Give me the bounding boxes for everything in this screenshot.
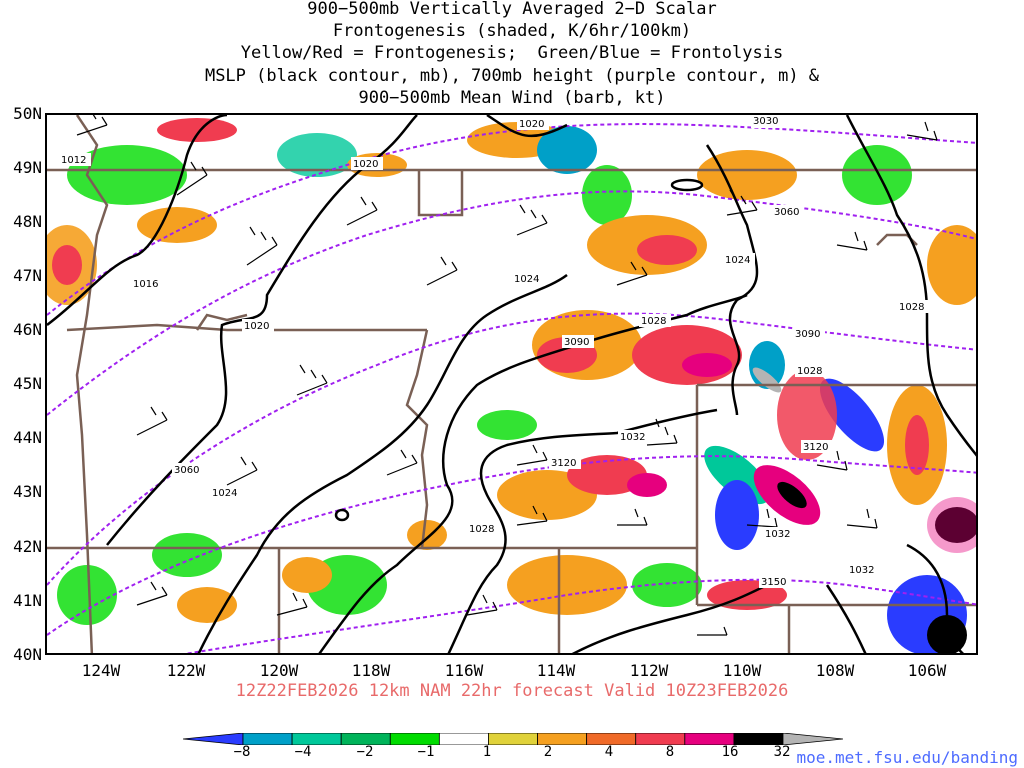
mslp-label: 1020 <box>244 321 269 332</box>
height-label: 3090 <box>795 329 820 340</box>
mslp-label: 1012 <box>61 155 86 166</box>
height-label: 3090 <box>564 337 589 348</box>
mslp-label: 1020 <box>353 159 378 170</box>
lon-label-118w: 118W <box>351 661 391 680</box>
height-label: 3060 <box>774 207 799 218</box>
lat-label-49n: 49N <box>13 158 42 177</box>
frontogenesis-map: 1012 1016 1020 1020 1020 1024 1024 1024 … <box>45 113 978 655</box>
lat-label-47n: 47N <box>13 266 42 285</box>
colorbar-segment <box>782 733 843 745</box>
lon-label-106w: 106W <box>907 661 947 680</box>
colorbar-label: 32 <box>773 744 791 760</box>
frontogenesis-shading <box>47 118 976 653</box>
title-line-1: 900−500mb Vertically Averaged 2−D Scalar <box>307 0 717 19</box>
colorbar-label: 4 <box>604 744 614 760</box>
lat-label-50n: 50N <box>13 104 42 123</box>
title-line-5: 900−500mb Mean Wind (barb, kt) <box>358 88 666 108</box>
colorbar-label: 16 <box>721 744 739 760</box>
mslp-label: 1028 <box>641 316 666 327</box>
mslp-label: 1028 <box>899 302 924 313</box>
mslp-label: 1032 <box>849 565 874 576</box>
credit-text: moe.met.fsu.edu/banding <box>796 748 1018 767</box>
lat-label-45n: 45N <box>13 374 42 393</box>
lon-label-116w: 116W <box>444 661 484 680</box>
height-label: 3030 <box>753 116 778 127</box>
mslp-label: 1016 <box>133 279 158 290</box>
lat-label-44n: 44N <box>13 428 42 447</box>
lon-label-110w: 110W <box>722 661 762 680</box>
lat-label-40n: 40N <box>13 645 42 664</box>
lon-label-122w: 122W <box>166 661 206 680</box>
mslp-label: 1028 <box>469 524 494 535</box>
lat-label-43n: 43N <box>13 482 42 501</box>
contour-labels: 1012 1016 1020 1020 1020 1024 1024 1024 … <box>59 115 929 588</box>
mslp-label: 1028 <box>797 366 822 377</box>
lon-label-112w: 112W <box>629 661 669 680</box>
lat-label-46n: 46N <box>13 320 42 339</box>
wind-barbs <box>76 115 938 636</box>
mslp-label: 1032 <box>620 432 645 443</box>
lon-label-124w: 124W <box>81 661 121 680</box>
colorbar-label: 8 <box>665 744 675 760</box>
colorbar-label: 2 <box>543 744 553 760</box>
lat-label-48n: 48N <box>13 212 42 231</box>
mslp-label: 1024 <box>212 488 237 499</box>
lon-label-120w: 120W <box>259 661 299 680</box>
mslp-label: 1024 <box>514 274 539 285</box>
mslp-label: 1024 <box>725 255 750 266</box>
lon-label-108w: 108W <box>815 661 855 680</box>
height-label: 3150 <box>761 577 786 588</box>
mslp-label: 1032 <box>765 529 790 540</box>
title-line-2: Frontogenesis (shaded, K/6hr/100km) <box>332 21 692 41</box>
colorbar <box>183 733 843 745</box>
colorbar-label: −1 <box>417 744 435 760</box>
title-line-3: Yellow/Red = Frontogenesis; Green/Blue =… <box>240 43 784 63</box>
height-label: 3060 <box>174 465 199 476</box>
title-line-4: MSLP (black contour, mb), 700mb height (… <box>204 66 820 86</box>
forecast-valid-text: 12Z22FEB2026 12km NAM 22hr forecast Vali… <box>235 681 789 701</box>
colorbar-label: −4 <box>294 744 312 760</box>
colorbar-label: −2 <box>356 744 374 760</box>
lat-label-41n: 41N <box>13 591 42 610</box>
lat-label-42n: 42N <box>13 537 42 556</box>
colorbar-label: −8 <box>233 744 251 760</box>
height-label: 3120 <box>803 442 828 453</box>
lon-label-114w: 114W <box>536 661 576 680</box>
map-canvas: 1012 1016 1020 1020 1020 1024 1024 1024 … <box>47 115 976 653</box>
height-label: 3120 <box>551 458 576 469</box>
mslp-label: 1020 <box>519 119 544 130</box>
colorbar-label: 1 <box>482 744 492 760</box>
